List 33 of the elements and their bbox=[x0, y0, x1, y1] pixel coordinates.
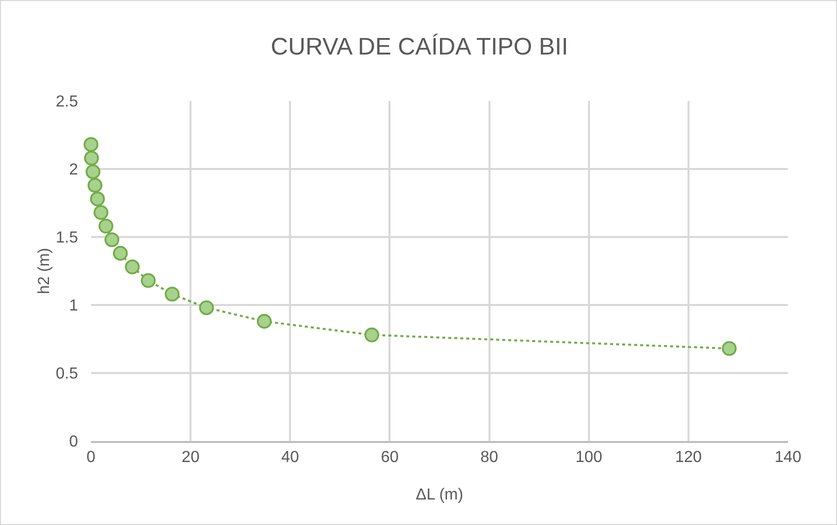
point bbox=[112, 246, 128, 261]
y-tick-label: 0.5 bbox=[56, 366, 78, 383]
point bbox=[104, 232, 120, 248]
y-tick-label: 2 bbox=[69, 162, 78, 179]
point bbox=[140, 273, 156, 288]
point bbox=[98, 218, 114, 234]
y-axis-title: h2 (m) bbox=[36, 248, 53, 294]
x-tick-label: 40 bbox=[281, 448, 300, 466]
point bbox=[164, 286, 180, 302]
point bbox=[84, 150, 99, 166]
point bbox=[722, 341, 737, 356]
chart-title: CURVA DE CAÍDA TIPO BII bbox=[270, 34, 568, 61]
x-tick-label: 140 bbox=[774, 448, 802, 466]
x-axis-title: ΔL (m) bbox=[416, 486, 464, 504]
point bbox=[124, 260, 140, 274]
y-tick-label: 0 bbox=[69, 434, 78, 451]
x-tick-label: 120 bbox=[675, 448, 702, 466]
point bbox=[364, 328, 380, 342]
y-tick-label: 2.5 bbox=[56, 94, 78, 111]
point bbox=[199, 300, 214, 316]
x-tick-label: 0 bbox=[86, 448, 96, 466]
x-tick-label: 60 bbox=[380, 448, 399, 466]
point bbox=[88, 178, 102, 193]
y-tick-label: 1 bbox=[69, 298, 78, 315]
point bbox=[86, 164, 100, 180]
point bbox=[90, 192, 105, 206]
x-tick-label: 100 bbox=[576, 448, 602, 466]
y-tick-label: 1.5 bbox=[56, 230, 78, 247]
x-tick-label: 80 bbox=[480, 448, 498, 466]
x-tick-label: 20 bbox=[182, 448, 200, 466]
point bbox=[256, 314, 272, 329]
point bbox=[94, 205, 108, 220]
point bbox=[84, 137, 98, 152]
